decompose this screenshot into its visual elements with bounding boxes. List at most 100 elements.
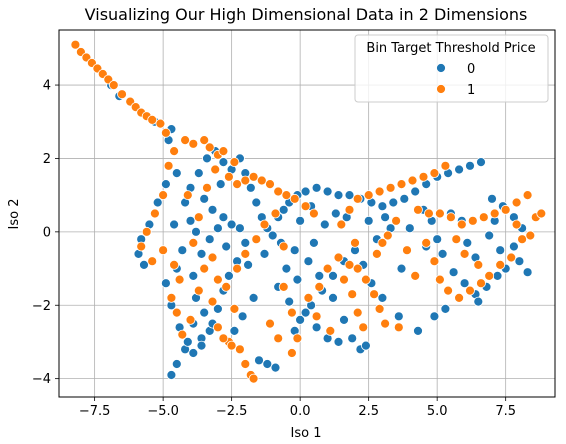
x-tick-label: −2.5	[216, 404, 248, 419]
point-class-1	[210, 164, 221, 175]
point-class-1	[163, 160, 174, 171]
point-class-0	[388, 197, 399, 208]
point-class-0	[347, 333, 358, 344]
point-class-0	[199, 193, 210, 204]
point-class-0	[410, 186, 421, 197]
point-class-0	[270, 362, 281, 373]
point-class-0	[300, 307, 311, 318]
point-class-1	[443, 285, 454, 296]
x-tick-label: 0.0	[290, 404, 311, 419]
point-class-0	[171, 359, 182, 369]
point-class-1	[281, 190, 292, 201]
point-class-1	[456, 219, 467, 230]
point-class-0	[191, 226, 201, 237]
point-class-1	[336, 219, 347, 230]
point-class-0	[226, 219, 237, 230]
point-class-1	[333, 252, 344, 263]
point-class-0	[267, 230, 278, 241]
point-class-0	[237, 311, 248, 322]
point-class-1	[363, 190, 374, 201]
point-class-0	[221, 241, 232, 252]
point-class-1	[193, 212, 204, 223]
point-class-1	[108, 80, 119, 90]
y-tick-label: 0	[43, 225, 51, 240]
point-class-1	[445, 212, 456, 223]
point-class-1	[207, 296, 218, 307]
point-class-0	[393, 311, 404, 322]
point-class-1	[177, 329, 188, 340]
point-class-0	[204, 234, 215, 245]
point-class-0	[495, 245, 506, 256]
legend-marker-1	[436, 84, 446, 94]
point-class-0	[196, 340, 207, 351]
point-class-1	[506, 252, 517, 263]
point-class-0	[218, 157, 229, 168]
point-class-0	[262, 359, 273, 369]
point-class-1	[289, 193, 300, 204]
point-class-1	[259, 219, 270, 230]
point-class-1	[402, 245, 412, 256]
point-class-1	[467, 215, 478, 226]
point-class-0	[413, 325, 423, 336]
x-tick-label: 5.0	[427, 404, 448, 419]
point-class-1	[240, 175, 251, 186]
point-class-1	[136, 241, 147, 252]
point-class-1	[286, 307, 297, 318]
point-class-0	[212, 303, 223, 314]
point-class-1	[391, 215, 402, 226]
point-class-0	[487, 193, 497, 204]
point-class-1	[522, 190, 533, 201]
point-class-1	[218, 333, 229, 344]
point-class-0	[333, 336, 344, 347]
point-class-0	[404, 223, 415, 234]
point-class-0	[292, 274, 303, 285]
point-class-1	[511, 197, 522, 208]
point-class-0	[514, 256, 525, 267]
legend-label-0: 0	[467, 62, 475, 77]
point-class-1	[232, 179, 243, 190]
point-class-1	[273, 186, 284, 197]
point-class-1	[429, 256, 440, 267]
x-tick-label: −7.5	[79, 404, 111, 419]
legend-marker-0	[436, 63, 446, 73]
chart-title: Visualizing Our High Dimensional Data in…	[85, 5, 528, 24]
point-class-1	[451, 234, 462, 245]
point-class-1	[270, 208, 281, 219]
point-class-0	[330, 208, 341, 219]
point-class-1	[352, 307, 363, 318]
point-class-1	[193, 285, 204, 296]
point-class-1	[344, 259, 355, 270]
point-class-1	[180, 135, 191, 146]
point-class-1	[240, 248, 251, 259]
point-class-1	[158, 245, 169, 256]
point-class-0	[429, 311, 440, 322]
point-class-1	[149, 208, 160, 219]
point-class-1	[434, 274, 445, 285]
point-class-0	[240, 237, 251, 248]
point-class-1	[232, 263, 243, 274]
point-class-0	[229, 325, 240, 336]
point-class-1	[407, 175, 418, 186]
point-class-1	[434, 208, 445, 219]
point-class-1	[265, 318, 275, 329]
point-class-0	[360, 340, 371, 351]
plot-frame	[58, 29, 556, 398]
point-class-1	[396, 179, 407, 190]
point-class-0	[284, 296, 295, 307]
point-class-1	[314, 281, 325, 292]
point-class-0	[251, 197, 262, 208]
point-class-0	[169, 219, 180, 230]
point-class-1	[248, 373, 259, 384]
point-class-1	[380, 318, 391, 329]
point-class-1	[500, 204, 511, 215]
point-class-1	[188, 138, 199, 149]
point-class-0	[377, 292, 388, 303]
point-class-1	[382, 230, 393, 241]
point-class-0	[185, 215, 196, 226]
legend-box	[354, 34, 549, 103]
point-class-1	[199, 135, 210, 146]
point-class-1	[440, 160, 451, 171]
point-class-0	[160, 278, 171, 289]
point-class-0	[473, 296, 484, 307]
point-class-1	[207, 252, 218, 263]
